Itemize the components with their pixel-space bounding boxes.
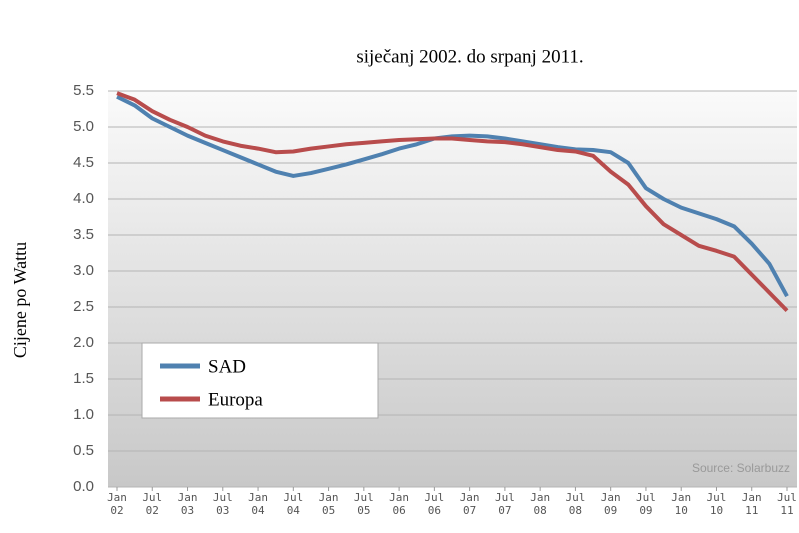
y-tick-label: 5.5 xyxy=(73,82,94,99)
x-tick-label: Jul 06 xyxy=(424,491,445,517)
chart-subtitle: siječanj 2002. do srpanj 2011. xyxy=(356,46,583,67)
y-tick-label: 4.0 xyxy=(73,190,94,207)
x-tick-label: Jul 11 xyxy=(777,491,797,517)
y-tick-label: 1.5 xyxy=(73,370,94,387)
legend-box xyxy=(141,342,379,419)
x-tick-label: Jan 06 xyxy=(389,491,410,517)
x-tick-label: Jul 03 xyxy=(212,491,233,517)
x-tick-label: Jul 09 xyxy=(636,491,656,517)
x-tick-label: Jul 07 xyxy=(494,491,515,517)
x-tick-label: Jan 08 xyxy=(530,491,551,517)
plot-area xyxy=(108,91,797,487)
y-tick-label: 2.0 xyxy=(73,334,94,351)
x-tick-label: Jul 05 xyxy=(353,491,374,517)
x-tick-label: Jan 02 xyxy=(107,491,127,517)
y-tick-label: 5.0 xyxy=(73,118,94,135)
x-tick-label: Jul 04 xyxy=(283,491,304,517)
source-annotation: Source: Solarbuzz xyxy=(692,461,790,475)
x-tick-label: Jan 04 xyxy=(248,491,268,517)
legend-label: SAD xyxy=(208,356,246,377)
x-tick-label: Jan 09 xyxy=(600,491,621,517)
y-tick-label: 4.5 xyxy=(73,154,94,171)
y-axis-label: Cijene po Wattu xyxy=(10,242,30,358)
line-series xyxy=(116,91,789,312)
x-tick-label: Jan 05 xyxy=(318,491,339,517)
x-tick-label: Jul 08 xyxy=(565,491,586,517)
x-tick-label: Jan 10 xyxy=(671,491,692,517)
y-tick-label: 1.0 xyxy=(73,406,94,423)
x-tick-label: Jan 11 xyxy=(741,491,762,517)
legend-label: Europa xyxy=(208,389,263,410)
y-tick-label: 0.5 xyxy=(73,442,94,459)
y-tick-label: 2.5 xyxy=(73,298,94,315)
x-tick-label: Jan 03 xyxy=(177,491,198,517)
y-tick-label: 3.5 xyxy=(73,226,94,243)
y-tick-label: 0.0 xyxy=(73,478,94,495)
y-tick-label: 3.0 xyxy=(73,262,94,279)
line-series xyxy=(116,94,789,298)
x-tick-label: Jan 07 xyxy=(459,491,480,517)
x-tick-label: Jul 02 xyxy=(142,491,163,517)
x-tick-label: Jul 10 xyxy=(706,491,727,517)
